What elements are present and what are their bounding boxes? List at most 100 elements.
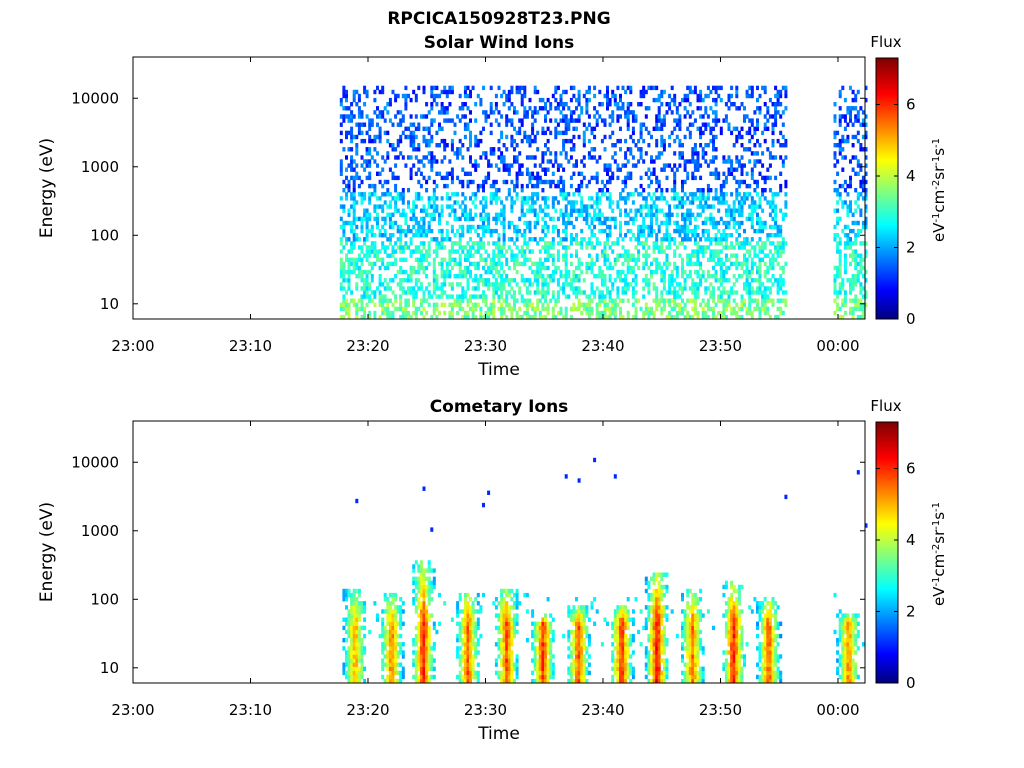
spectrogram-cell [554, 126, 558, 131]
spectrogram-cell [479, 183, 483, 189]
spectrogram-cell [668, 278, 672, 283]
spectrogram-cell [536, 192, 540, 197]
spectrogram-cell [683, 192, 687, 197]
spectrogram-cell [562, 282, 566, 287]
spectrogram-cell [388, 143, 392, 148]
spectrogram-cell [463, 171, 467, 176]
spectrogram-cell [681, 204, 684, 209]
spectrogram-cell [394, 220, 398, 226]
spectrogram-cell [417, 621, 421, 626]
spectrogram-cell [585, 302, 589, 307]
spectrogram-cell [412, 568, 416, 573]
spectrogram-cell [425, 188, 429, 193]
spectrogram-cell [440, 212, 444, 217]
spectrogram-cell [724, 220, 728, 226]
spectrogram-cell [435, 237, 439, 242]
spectrogram-cell [562, 188, 566, 193]
spectrogram-cell [401, 650, 405, 655]
spectrogram-cell [471, 253, 475, 258]
spectrogram-cell [843, 114, 847, 119]
spectrogram-cell [417, 159, 421, 164]
spectrogram-cell [482, 298, 485, 303]
spectrogram-cell [365, 245, 369, 250]
spectrogram-cell [849, 261, 852, 267]
spectrogram-cell [693, 175, 697, 181]
spectrogram-cell [838, 151, 842, 156]
spectrogram-cell [696, 163, 700, 168]
spectrogram-cell [856, 204, 860, 209]
spectrogram-cell [352, 601, 356, 606]
spectrogram-cell [683, 200, 687, 205]
spectrogram-cell [577, 97, 581, 103]
spectrogram-cell [613, 224, 617, 230]
spectrogram-cell [484, 179, 488, 185]
spectrogram-cell [836, 233, 840, 238]
spectrogram-cell [445, 237, 449, 242]
spectrogram-cell [407, 310, 410, 316]
spectrogram-cell [355, 261, 359, 267]
spectrogram-cell [363, 306, 367, 312]
spectrogram-cell [533, 106, 537, 111]
spectrogram-cell [538, 208, 542, 213]
spectrogram-cell [474, 196, 478, 201]
spectrogram-cell [376, 617, 379, 622]
spectrogram-cell [427, 629, 431, 635]
spectrogram-cell [388, 674, 392, 680]
spectrogram-cell [611, 216, 615, 222]
spectrogram-cell [546, 241, 550, 246]
spectrogram-cell [652, 282, 656, 287]
spectrogram-cell [719, 298, 723, 303]
spectrogram-cell [724, 208, 728, 213]
spectrogram-cell [404, 269, 408, 275]
spectrogram-cell [427, 654, 431, 659]
spectrogram-cell [740, 163, 744, 168]
spectrogram-cell [466, 278, 470, 283]
spectrogram-cell [771, 208, 775, 213]
spectrogram-cell [525, 224, 529, 230]
spectrogram-cell [758, 224, 762, 230]
spectrogram-cell [448, 261, 452, 267]
spectrogram-cell [378, 228, 382, 234]
spectrogram-cell [360, 605, 364, 610]
spectrogram-cell [365, 228, 369, 234]
spectrogram-cell [466, 241, 470, 246]
spectrogram-cell [419, 159, 423, 164]
spectrogram-cell [507, 278, 511, 283]
spectrogram-cell [564, 274, 568, 279]
spectrogram-cell [849, 237, 852, 242]
spectrogram-cell [533, 274, 537, 279]
x-tick-label: 00:00 [816, 337, 859, 355]
spectrogram-cell [629, 110, 633, 115]
spectrogram-cell [631, 114, 635, 119]
spectrogram-cell [717, 253, 721, 258]
spectrogram-cell [655, 118, 659, 123]
spectrogram-cell [443, 237, 447, 242]
spectrogram-cell [714, 175, 718, 181]
spectrogram-cell [582, 122, 586, 127]
spectrogram-cell [577, 93, 581, 99]
spectrogram-cell [438, 592, 441, 598]
spectrogram-cell [779, 228, 783, 234]
spectrogram-cell [401, 208, 405, 213]
spectrogram-cell [836, 306, 840, 312]
spectrogram-cell [376, 134, 379, 140]
spectrogram-cell [541, 237, 545, 242]
spectrogram-cell [776, 298, 780, 303]
spectrogram-cell [717, 257, 721, 262]
spectrogram-cell [652, 97, 656, 103]
spectrogram-cell [466, 122, 470, 127]
spectrogram-cell [474, 212, 478, 217]
spectrogram-cell [425, 233, 429, 238]
spectrogram-cell [427, 638, 431, 643]
spectrogram-cell [427, 249, 431, 254]
spectrogram-cell [376, 253, 379, 258]
spectrogram-cell [846, 237, 850, 242]
spectrogram-cell [489, 228, 493, 234]
spectrogram-cell [861, 220, 865, 226]
spectrogram-cell [489, 163, 493, 168]
spectrogram-cell [479, 200, 483, 205]
spectrogram-cell [603, 282, 607, 287]
spectrogram-cell [461, 245, 465, 250]
spectrogram-cell [456, 609, 460, 614]
spectrogram-cell [430, 674, 434, 680]
